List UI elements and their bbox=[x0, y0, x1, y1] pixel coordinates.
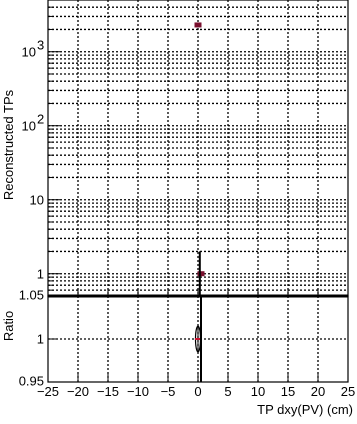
x-tick-label: −10 bbox=[127, 384, 149, 399]
bottom-panel: 1.05 1 0.95−25 −20 −15 −10 −5 0 5 10 15 20 25 bbox=[19, 288, 356, 400]
y-tick-label-top: 10 bbox=[22, 45, 36, 60]
x-axis-title: TP dxy(PV) (cm) bbox=[257, 402, 353, 417]
y-tick-label-bottom: 0.95 bbox=[19, 374, 44, 389]
y-tick-exponent-top: 2 bbox=[37, 112, 44, 127]
x-tick-label: 25 bbox=[341, 384, 355, 399]
y-tick-label-bottom: 1.05 bbox=[19, 288, 44, 303]
x-tick-label: 15 bbox=[281, 384, 295, 399]
x-tick-label: 10 bbox=[251, 384, 265, 399]
x-tick-label: 5 bbox=[224, 384, 231, 399]
y-axis-title-bottom: Ratio bbox=[1, 311, 16, 341]
x-tick-label: 20 bbox=[311, 384, 325, 399]
x-tick-label: 0 bbox=[194, 384, 201, 399]
y-axis-title-top: Reconstructed TPs bbox=[1, 89, 16, 200]
data-point-top bbox=[194, 22, 202, 28]
y-tick-label-bottom: 1 bbox=[37, 332, 44, 347]
data-point-top bbox=[197, 271, 205, 277]
x-tick-label: −5 bbox=[161, 384, 176, 399]
x-tick-label: −20 bbox=[67, 384, 89, 399]
x-tick-label: −25 bbox=[37, 384, 59, 399]
y-tick-label-top: 1 bbox=[37, 267, 44, 282]
y-tick-label-top: 10 bbox=[30, 193, 44, 208]
y-tick-label-top: 10 bbox=[22, 119, 36, 134]
y-tick-exponent-top: 3 bbox=[37, 38, 44, 53]
x-tick-label: −15 bbox=[97, 384, 119, 399]
